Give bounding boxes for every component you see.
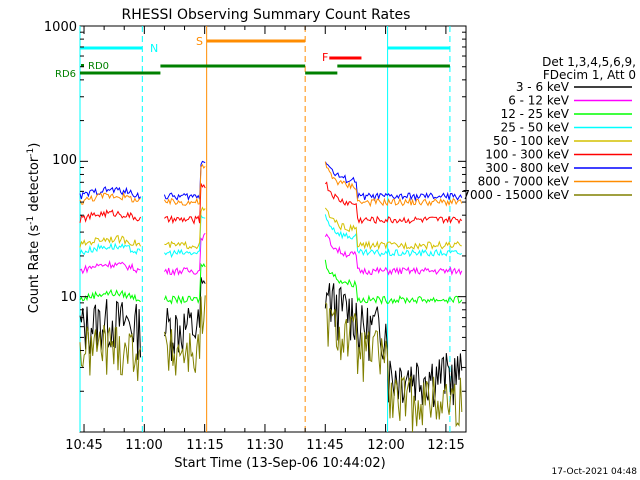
series-line-6 bbox=[164, 183, 206, 225]
y-tick-label: 100 bbox=[52, 153, 77, 168]
legend-entry-label: 800 - 7000 keV bbox=[478, 175, 570, 189]
legend-entry-label: 7000 - 15000 keV bbox=[462, 188, 569, 202]
series-line-8 bbox=[163, 163, 206, 206]
series-line-9 bbox=[324, 302, 463, 433]
legend-entry-label: 100 - 300 keV bbox=[485, 148, 569, 162]
legend-header-line2: FDecim 1, Att 0 bbox=[543, 68, 636, 82]
x-tick-label: 11:45 bbox=[306, 438, 343, 453]
legend-entry-label: 6 - 12 keV bbox=[508, 94, 570, 108]
series-line-1 bbox=[79, 299, 141, 360]
plot-area bbox=[79, 25, 467, 433]
series-line-9 bbox=[79, 324, 141, 382]
series-line-7 bbox=[324, 161, 463, 202]
legend-header-line1: Det 1,3,4,5,6,9, bbox=[542, 55, 636, 69]
y-axis-label: Count Rate (s-1 detector-1) bbox=[26, 143, 42, 314]
legend-entry-label: 300 - 800 keV bbox=[485, 161, 569, 175]
legend: Det 1,3,4,5,6,9, FDecim 1, Att 0 3 - 6 k… bbox=[462, 55, 636, 202]
series-line-7 bbox=[163, 160, 206, 202]
series-line-4 bbox=[79, 242, 141, 256]
vertical-markers bbox=[79, 26, 451, 432]
series-line-9 bbox=[163, 295, 206, 376]
x-axis-tick-labels: 10:45 11:00 11:15 11:30 11:45 12:00 12:1… bbox=[65, 438, 464, 453]
flag-bars bbox=[80, 39, 450, 75]
legend-entry-label: 25 - 50 keV bbox=[501, 121, 570, 135]
y-tick-label: 10 bbox=[60, 290, 77, 305]
flag-label-N: N bbox=[150, 42, 158, 55]
axis-ticks bbox=[80, 26, 466, 433]
y-tick-label: 1000 bbox=[44, 20, 77, 35]
series-line-2 bbox=[79, 259, 141, 275]
flag-label-S: S bbox=[196, 35, 203, 48]
legend-entry-label: 12 - 25 keV bbox=[501, 107, 570, 121]
series-line-2 bbox=[324, 233, 463, 276]
x-axis-label: Start Time (13-Sep-06 10:44:02) bbox=[174, 456, 385, 471]
flag-label-RD6: RD6 bbox=[55, 69, 76, 80]
flag-bar-RD0 bbox=[81, 64, 84, 67]
series-line-3 bbox=[79, 288, 141, 303]
series-layer bbox=[79, 160, 463, 433]
legend-entry-label: 50 - 100 keV bbox=[493, 134, 570, 148]
flag-label-RD0: RD0 bbox=[88, 61, 109, 72]
series-line-6 bbox=[79, 209, 141, 223]
series-line-5 bbox=[324, 207, 462, 251]
series-line-5 bbox=[79, 234, 141, 248]
series-line-3 bbox=[324, 259, 463, 305]
x-tick-label: 10:45 bbox=[65, 438, 102, 453]
x-tick-label: 11:15 bbox=[186, 438, 223, 453]
series-line-6 bbox=[324, 181, 463, 225]
series-line-8 bbox=[79, 191, 141, 205]
x-tick-label: 12:00 bbox=[367, 438, 404, 453]
y-axis-tick-labels: 10 100 1000 bbox=[44, 20, 77, 305]
x-tick-label: 12:15 bbox=[427, 438, 464, 453]
chart-title: RHESSI Observing Summary Count Rates bbox=[122, 7, 411, 23]
series-line-4 bbox=[324, 214, 463, 258]
series-line-4 bbox=[163, 213, 206, 259]
series-line-1 bbox=[324, 283, 463, 408]
series-line-5 bbox=[164, 206, 206, 250]
footer-date: 17-Oct-2021 04:48 bbox=[552, 467, 638, 477]
series-line-2 bbox=[163, 232, 206, 277]
series-line-3 bbox=[163, 262, 206, 305]
flag-label-F: F bbox=[322, 51, 328, 64]
flag-labels: N S F RD0 RD6 bbox=[55, 35, 328, 80]
x-tick-label: 11:00 bbox=[125, 438, 162, 453]
series-line-7 bbox=[79, 186, 141, 201]
legend-entry-label: 3 - 6 keV bbox=[516, 80, 570, 94]
series-line-1 bbox=[163, 277, 206, 361]
x-tick-label: 11:30 bbox=[246, 438, 283, 453]
series-line-8 bbox=[324, 161, 463, 208]
